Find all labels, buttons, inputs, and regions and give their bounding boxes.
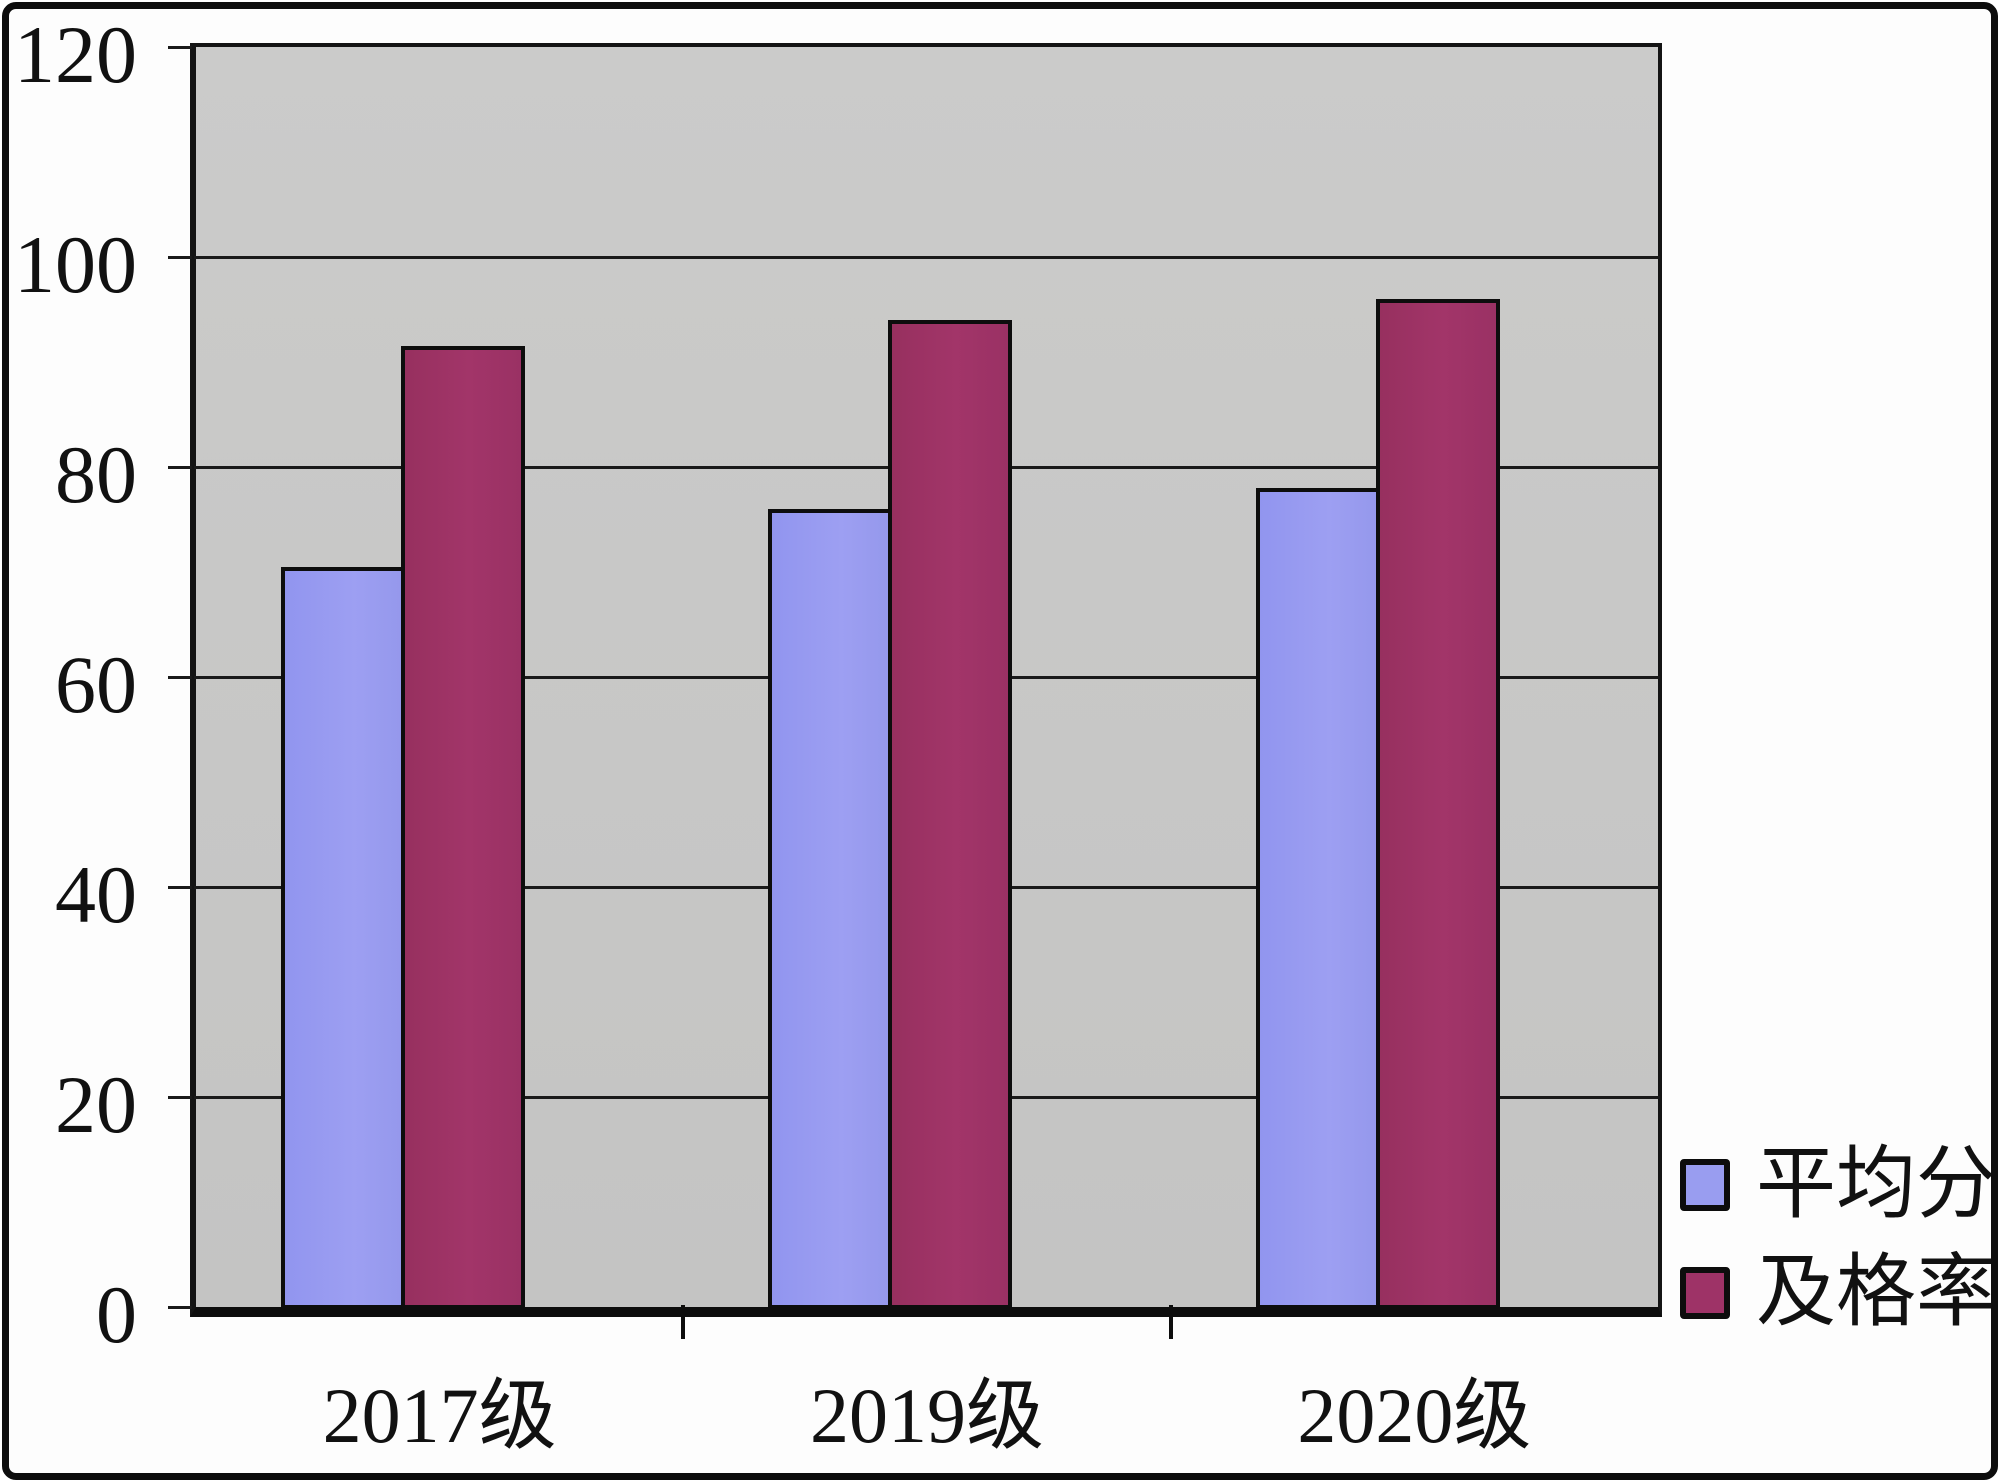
x-category-label: 2017级 (322, 1372, 557, 1459)
x-axis-tick (681, 1305, 686, 1339)
legend-swatch-avg (1680, 1159, 1730, 1211)
bar-pass-3 (1375, 299, 1500, 1307)
gridline (194, 255, 1660, 259)
x-axis-tick (1168, 1305, 1173, 1339)
y-axis-tick (168, 45, 192, 49)
y-axis-tick (168, 465, 192, 469)
bar-pass-1 (401, 346, 525, 1307)
bar-avg-1 (281, 566, 405, 1307)
y-axis-tick (168, 885, 192, 889)
y-tick-label: 80 (55, 429, 137, 520)
y-axis-tick (168, 255, 192, 259)
legend-swatch-pass (1680, 1267, 1730, 1319)
y-axis-tick (168, 675, 192, 679)
chart-figure: 平均分 及格率 0 20 40 60 80 100 120 2017级 2019级 2020级 (9, 9, 1991, 1473)
y-tick-label: 100 (14, 219, 137, 310)
y-tick-label: 120 (14, 9, 137, 100)
y-tick-label: 20 (55, 1059, 137, 1150)
legend-label: 及格率 (1756, 1249, 1996, 1337)
x-category-label: 2020级 (1297, 1372, 1532, 1459)
y-axis-tick (168, 1095, 192, 1099)
y-axis-tick (168, 1305, 192, 1309)
bar-pass-2 (888, 320, 1013, 1307)
y-tick-label: 0 (96, 1269, 137, 1360)
plot-area (168, 43, 1662, 1339)
legend-item-pass: 及格率 (1680, 1249, 1996, 1337)
legend: 平均分 及格率 (1680, 1141, 1996, 1337)
x-category-label: 2019级 (809, 1372, 1044, 1459)
legend-label: 平均分 (1756, 1141, 1996, 1229)
legend-item-avg: 平均分 (1680, 1141, 1996, 1229)
bar-avg-3 (1255, 488, 1380, 1307)
y-tick-label: 60 (55, 639, 137, 730)
y-tick-label: 40 (55, 849, 137, 940)
bar-avg-2 (768, 509, 893, 1307)
